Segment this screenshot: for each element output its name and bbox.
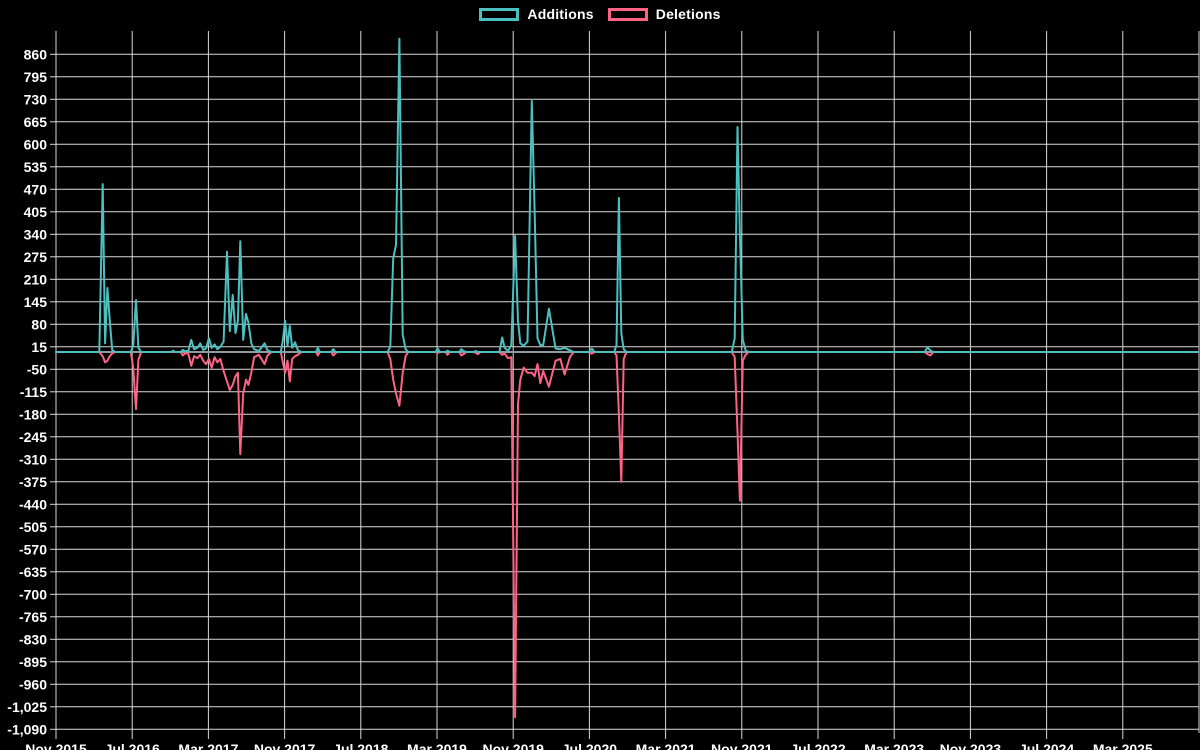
y-tick-label: -1,025 <box>7 699 47 715</box>
x-tick-label: Nov 2017 <box>254 741 316 750</box>
deletions-line <box>55 351 1199 719</box>
y-tick-label: 405 <box>24 204 48 220</box>
x-tick-label: Jul 2016 <box>105 741 160 750</box>
y-tick-label: -635 <box>19 564 47 580</box>
y-tick-label: 210 <box>24 271 48 287</box>
y-tick-label: 795 <box>24 69 48 85</box>
y-tick-label: -375 <box>19 474 47 490</box>
y-tick-label: 470 <box>24 181 48 197</box>
y-tick-label: -180 <box>19 406 47 422</box>
y-tick-label: 15 <box>31 339 47 355</box>
y-tick-label: -50 <box>27 361 47 377</box>
additions-swatch-icon <box>479 7 520 21</box>
y-tick-label: -830 <box>19 631 47 647</box>
x-tick-label: Mar 2017 <box>178 741 238 750</box>
y-tick-label: 860 <box>24 46 48 62</box>
y-tick-label: -700 <box>19 586 47 602</box>
additions-line <box>55 37 1199 353</box>
legend-item-deletions[interactable]: Deletions <box>607 6 721 22</box>
x-tick-label: Nov 2015 <box>25 741 87 750</box>
y-tick-label: -440 <box>19 496 47 512</box>
y-tick-label: -895 <box>19 654 47 670</box>
legend-item-additions[interactable]: Additions <box>479 6 594 22</box>
x-tick-label: Mar 2023 <box>864 741 924 750</box>
y-tick-label: -245 <box>19 429 47 445</box>
x-tick-label: Mar 2019 <box>407 741 467 750</box>
y-tick-label: 600 <box>24 136 48 152</box>
x-tick-label: Jul 2020 <box>562 741 617 750</box>
y-tick-label: -960 <box>19 676 47 692</box>
deletions-swatch-icon <box>607 7 648 21</box>
legend-label-deletions: Deletions <box>655 6 721 22</box>
x-tick-label: Mar 2025 <box>1093 741 1153 750</box>
y-tick-label: -115 <box>20 384 47 400</box>
x-tick-label: Jul 2024 <box>1019 741 1074 750</box>
y-tick-label: -765 <box>19 609 47 625</box>
x-tick-label: Mar 2021 <box>636 741 696 750</box>
x-tick-label: Jul 2018 <box>333 741 388 750</box>
y-tick-label: -505 <box>19 519 47 535</box>
y-tick-label: 535 <box>24 159 48 175</box>
y-tick-label: 275 <box>24 249 48 265</box>
y-tick-label: 730 <box>24 91 48 107</box>
y-tick-label: 665 <box>24 114 48 130</box>
x-tick-label: Jul 2022 <box>790 741 845 750</box>
x-tick-label: Nov 2019 <box>482 741 544 750</box>
x-tick-label: Nov 2021 <box>711 741 773 750</box>
x-tick-label: Nov 2023 <box>940 741 1002 750</box>
y-tick-label: 80 <box>31 316 47 332</box>
legend-label-additions: Additions <box>527 6 594 22</box>
y-tick-label: 145 <box>24 294 48 310</box>
y-tick-label: -1,090 <box>7 721 47 737</box>
y-tick-label: -310 <box>19 451 47 467</box>
y-tick-label: -570 <box>19 541 47 557</box>
chart-legend: Additions Deletions <box>0 6 1200 22</box>
y-tick-label: 340 <box>24 226 48 242</box>
